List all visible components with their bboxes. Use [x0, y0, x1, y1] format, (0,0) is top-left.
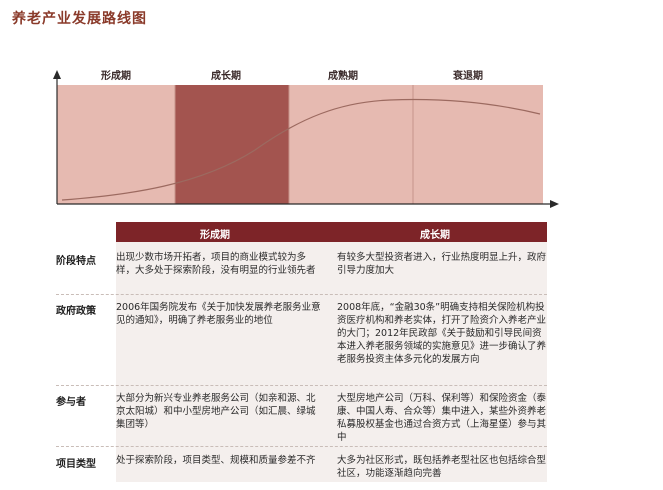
page-title: 养老产业发展路线图 — [12, 11, 147, 27]
table-cell: 大多为社区形式，既包括养老型社区也包括综合型社区，功能逐渐趋向完善 — [337, 455, 547, 479]
stage-label-growth: 成长期 — [211, 71, 241, 82]
table-cell: 出现少数市场开拓者，项目的商业模式较为多样，大多处于探索阶段，没有明显的行业领先… — [116, 252, 316, 276]
stage-label-decline: 衰退期 — [453, 71, 483, 82]
table-cell: 2008年底，“金融30条”明确支持相关保险机构投资医疗机构和养老实体，打开了险… — [337, 302, 547, 365]
y-axis-arrow-icon — [53, 70, 61, 79]
stage-band-maturity — [289, 85, 413, 204]
row-separator — [56, 446, 547, 447]
row-label-project-type: 项目类型 — [56, 459, 96, 470]
row-separator — [56, 294, 547, 295]
stage-label-maturity: 成熟期 — [328, 71, 358, 82]
table-header: 形成期 成长期 — [116, 222, 547, 242]
table-cell: 有较多大型投资者进入，行业热度明显上升，政府引导力度加大 — [337, 252, 547, 276]
table-cell: 处于探索阶段，项目类型、规模和质量参差不齐 — [116, 455, 316, 466]
row-label-government-policy: 政府政策 — [56, 306, 96, 317]
row-label-stage-features: 阶段特点 — [56, 256, 96, 267]
column-header-formation: 形成期 — [200, 230, 230, 241]
row-separator — [56, 385, 547, 386]
stage-band-formation — [57, 85, 175, 204]
lifecycle-diagram — [53, 70, 559, 208]
table-background — [116, 242, 547, 482]
row-label-participants: 参与者 — [56, 397, 86, 408]
table-cell: 2006年国务院发布《关于加快发展养老服务业意见的通知》，明确了养老服务业的地位 — [116, 302, 321, 326]
growth-curve — [61, 98, 541, 201]
table-cell: 大部分为新兴专业养老服务公司（如亲和源、北京太阳城）和中小型房地产公司（如汇晨、… — [116, 393, 316, 430]
table-cell: 大型房地产公司（万科、保利等）和保险资金（泰康、中国人寿、合众等）集中进入，某些… — [337, 393, 547, 443]
column-header-growth: 成长期 — [420, 230, 450, 241]
x-axis-arrow-icon — [550, 200, 559, 208]
stage-band-growth — [175, 85, 289, 204]
stage-label-formation: 形成期 — [101, 71, 131, 82]
stage-band-decline — [413, 85, 543, 204]
